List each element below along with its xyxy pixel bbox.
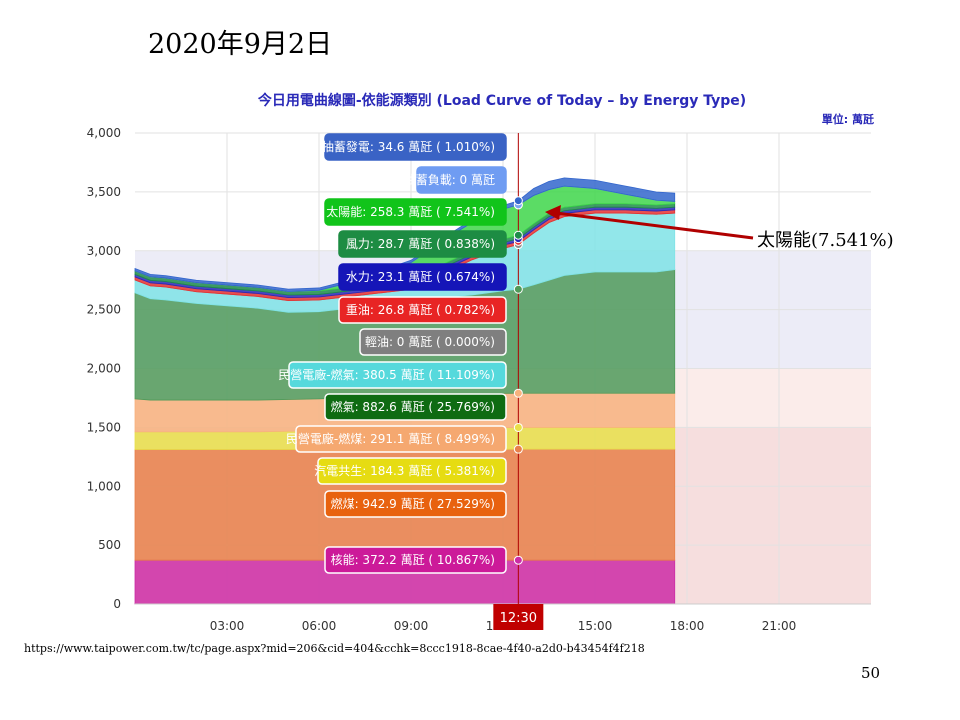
cursor-marker-燃氣 xyxy=(513,284,523,294)
tooltip-輕油: 輕油: 0 萬瓩 ( 0.000%) xyxy=(365,335,495,349)
source-url[interactable]: https://www.taipower.com.tw/tc/page.aspx… xyxy=(24,642,645,655)
y-tick-label: 3,000 xyxy=(87,244,121,258)
x-tick-label: 06:00 xyxy=(302,619,337,633)
cursor-marker-民營電廠-燃煤 xyxy=(513,388,523,398)
cursor-label: 12:30 xyxy=(500,611,537,626)
tooltip-民營電廠-燃煤: 民營電廠-燃煤: 291.1 萬瓩 ( 8.499%) xyxy=(286,431,495,446)
tooltip-box-核能 xyxy=(324,546,507,574)
cursor-marker-抽蓄發電 xyxy=(513,196,523,206)
tooltip-box-民營電廠-燃氣 xyxy=(288,361,507,389)
y-tick-label: 3,500 xyxy=(87,185,121,199)
tooltip-抽蓄負載: 抽蓄負載: 0 萬瓩 xyxy=(404,173,495,187)
callout-arrow-head xyxy=(545,205,561,220)
tooltip-燃氣: 燃氣: 882.6 萬瓩 ( 25.769%) xyxy=(331,399,495,414)
x-tick-label: 03:00 xyxy=(210,619,245,633)
y-axis: 0 500 1,000 1,500 2,000 2,500 3,000 3,500 4,000 xyxy=(87,126,121,611)
tooltip-太陽能: 太陽能: 258.3 萬瓩 ( 7.541%) xyxy=(326,204,495,219)
y-tick-label: 0 xyxy=(113,597,121,611)
cursor-marker-燃煤 xyxy=(513,444,523,454)
chart-title: 今日用電曲線圖-依能源類別 (Load Curve of Today – by … xyxy=(257,93,747,109)
tooltip-水力: 水力: 23.1 萬瓩 ( 0.674%) xyxy=(346,270,495,284)
y-tick-label: 500 xyxy=(98,538,121,552)
area-抽蓄發電 xyxy=(134,177,676,292)
tooltip-風力: 風力: 28.7 萬瓩 ( 0.838%) xyxy=(346,237,495,251)
tooltip-抽蓄發電: 抽蓄發電: 34.6 萬瓩 ( 1.010%) xyxy=(322,139,495,154)
y-tick-label: 4,000 xyxy=(87,126,121,140)
y-tick-label: 1,500 xyxy=(87,420,121,434)
y-tick-label: 2,000 xyxy=(87,362,121,376)
tooltip-燃煤: 燃煤: 942.9 萬瓩 ( 27.529%) xyxy=(331,496,495,511)
cursor-label-box xyxy=(493,604,544,630)
slide-date: 2020年9月2日 xyxy=(148,29,333,60)
tooltip-box-抽蓄發電 xyxy=(324,133,507,161)
x-tick-label: 15:00 xyxy=(578,619,613,633)
tooltip-box-燃氣 xyxy=(324,393,507,421)
tooltip-box-汽電共生 xyxy=(317,457,507,485)
tooltip-box-抽蓄負載 xyxy=(416,166,507,194)
x-tick-label: 18:00 xyxy=(670,619,705,633)
unit-label: 單位: 萬瓩 xyxy=(821,113,874,126)
tooltip-box-輕油 xyxy=(359,328,507,356)
tooltip-box-風力 xyxy=(338,230,507,258)
tooltip-box-民營電廠-燃煤 xyxy=(295,425,507,453)
cursor-marker-汽電共生 xyxy=(513,422,523,432)
tooltip-box-水力 xyxy=(338,263,507,291)
x-tick-label: 21:00 xyxy=(762,619,797,633)
tooltip-box-重油 xyxy=(338,296,507,324)
y-tick-label: 1,000 xyxy=(87,479,121,493)
callout-arrow-line xyxy=(555,211,754,240)
tooltip-核能: 核能: 372.2 萬瓩 ( 10.867%) xyxy=(331,553,495,567)
time-cursor: 12:30 xyxy=(493,133,544,630)
tooltip-民營電廠-燃氣: 民營電廠-燃氣: 380.5 萬瓩 ( 11.109%) xyxy=(278,367,495,382)
tooltip-box-燃煤 xyxy=(324,490,507,518)
callout-arrow xyxy=(545,205,754,240)
x-tick-label: 09:00 xyxy=(394,619,429,633)
cursor-marker-核能 xyxy=(513,555,523,565)
solar-callout: 太陽能(7.541%) xyxy=(757,230,894,251)
tooltip-汽電共生: 汽電共生: 184.3 萬瓩 ( 5.381%) xyxy=(314,463,495,478)
page-number: 50 xyxy=(861,664,881,682)
tooltip-重油: 重油: 26.8 萬瓩 ( 0.782%) xyxy=(346,303,495,317)
tooltip-box-太陽能 xyxy=(324,198,507,226)
cursor-marker-風力 xyxy=(513,230,523,240)
y-tick-label: 2,500 xyxy=(87,303,121,317)
